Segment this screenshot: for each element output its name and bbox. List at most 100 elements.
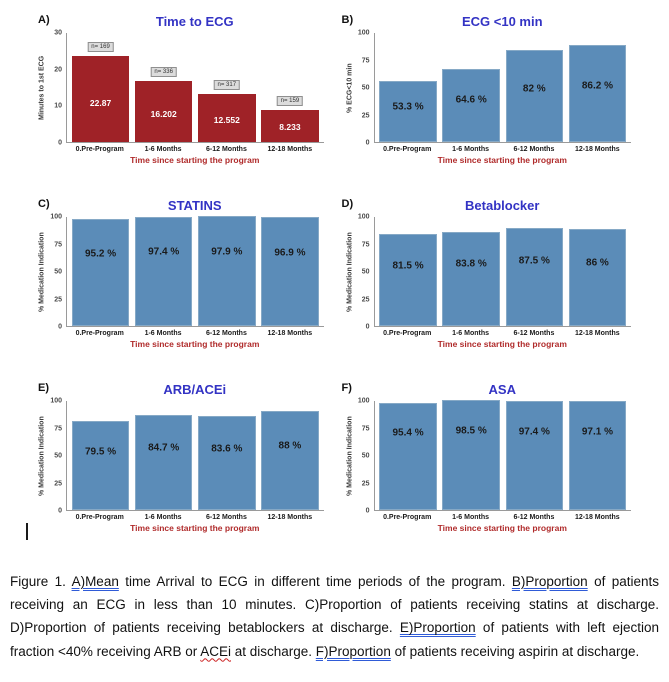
y-tick-label: 100 xyxy=(50,213,62,221)
bar-slot: 97.4 % xyxy=(503,400,566,510)
bar-value-label: 84.7 % xyxy=(148,442,180,454)
y-tick-label: 50 xyxy=(54,452,62,460)
x-tick-label: 0.Pre-Program xyxy=(75,146,124,153)
y-tick-label: 25 xyxy=(361,296,370,303)
y-tick-label: 0 xyxy=(365,139,370,147)
chart-title-d: Betablocker xyxy=(465,198,540,213)
bar-slot: 97.9 % xyxy=(195,216,258,326)
y-tick-label: 0 xyxy=(58,139,62,147)
y-axis-label-c: % Medication Indication xyxy=(38,232,46,312)
chart-title-f: ASA xyxy=(488,382,516,397)
y-tick-label: 50 xyxy=(361,268,370,276)
x-axis-ticks-f: 0.Pre-Program 1-6 Months 6-12 Months 12-18 … xyxy=(374,514,632,521)
bar-d-2: 83.8 % xyxy=(442,231,500,326)
bar-c-1: 95.2 % xyxy=(71,219,130,326)
caption-segment-6: of patients with left ejection fraction … xyxy=(10,620,659,659)
bar-value-label: 86 % xyxy=(586,257,609,269)
bar-value-label: 95.4 % xyxy=(392,427,424,439)
bar-value-label: 87.5 % xyxy=(518,255,550,267)
y-tick-label: 30 xyxy=(54,29,62,37)
x-tick-label: 6-12 Months xyxy=(206,146,247,153)
chart-title-e: ARB/ACEi xyxy=(163,382,227,397)
plot-area-b: 53.3 % 64.6 % 82 % 86.2 % xyxy=(373,33,631,143)
caption-segment-3: B)Proportion xyxy=(511,574,588,589)
y-tick-label: 75 xyxy=(361,241,370,248)
bar-value-label: 83.8 % xyxy=(455,258,487,270)
y-axis-ticks-f: 0 25 50 75 100 xyxy=(356,397,374,515)
figure-1-panels: A) Time to ECG Minutes to 1st ECG 0 10 20 30 22… xyxy=(4,14,666,554)
y-axis-ticks-d: 0 25 50 75 100 xyxy=(356,214,374,331)
x-tick-label: 12-18 Months xyxy=(574,330,620,337)
bar-value-label: 95.2 % xyxy=(84,248,117,260)
bar-slot: 83.6 % xyxy=(195,416,258,510)
n-count-badge: n= 159 xyxy=(276,95,304,106)
y-tick-label: 50 xyxy=(54,268,62,276)
bar-value-label: 81.5 % xyxy=(392,260,424,272)
bar-b-1: 53.3 % xyxy=(379,81,437,142)
panel-letter-f: F) xyxy=(341,382,352,394)
panel-letter-c: C) xyxy=(38,198,50,210)
bar-slot: 84.7 % xyxy=(132,414,195,510)
bar-slot: 97.4 % xyxy=(132,216,195,326)
caption-segment-7: ACEi xyxy=(200,643,231,659)
bar-slot: 96.9 % xyxy=(258,217,321,326)
y-tick-label: 20 xyxy=(54,66,62,74)
panel-e: E) ARB/ACEi % Medication Indication 0 25 50 75… xyxy=(4,376,334,554)
caption-segment-5: E)Proportion xyxy=(399,620,476,636)
y-tick-label: 100 xyxy=(50,397,62,405)
bar-c-3: 97.9 % xyxy=(198,216,256,326)
x-tick-label: 1-6 Months xyxy=(452,330,490,337)
y-tick-label: 0 xyxy=(365,507,370,515)
bar-value-label: 12.552 xyxy=(213,115,240,126)
bar-slot: 88 % xyxy=(258,411,321,510)
y-axis-label-d: % Medication Indication xyxy=(346,232,353,312)
bar-slot: 98.5 % xyxy=(440,399,503,510)
bar-value-label: 16.202 xyxy=(150,109,177,120)
chart-title-a: Time to ECG xyxy=(155,14,234,29)
x-tick-label: 6-12 Months xyxy=(513,514,555,521)
y-tick-label: 10 xyxy=(54,102,62,110)
bar-slot: 86.2 % xyxy=(566,45,629,142)
x-tick-label: 1-6 Months xyxy=(144,146,182,153)
y-tick-label: 100 xyxy=(357,397,370,405)
plot-area-c: 95.2 % 97.4 % 97.9 % 96.9 % xyxy=(66,216,324,327)
x-tick-label: 0.Pre-Program xyxy=(75,330,124,337)
x-tick-label: 1-6 Months xyxy=(144,330,182,337)
y-tick-label: 75 xyxy=(361,425,370,432)
y-tick-label: 100 xyxy=(357,29,370,37)
bar-slot: 64.6 % xyxy=(440,68,503,142)
bar-value-label: 97.1 % xyxy=(581,426,613,438)
y-tick-label: 0 xyxy=(365,323,370,331)
n-count-badge: n= 336 xyxy=(150,66,177,77)
x-axis-label-d: Time since starting the program xyxy=(437,339,567,349)
bar-c-2: 97.4 % xyxy=(134,216,193,326)
caption-segment-8: at discharge. xyxy=(231,643,316,659)
x-axis-label-b: Time since starting the program xyxy=(437,155,567,165)
y-tick-label: 25 xyxy=(361,480,370,487)
x-axis-ticks-c: 0.Pre-Program 1-6 Months 6-12 Months 12-18 … xyxy=(66,330,324,337)
y-axis-label-e: % Medication Indication xyxy=(38,416,46,496)
panel-d: D) Betablocker % Medication Indication 0 25 5… xyxy=(336,192,666,370)
bar-d-3: 87.5 % xyxy=(505,227,564,326)
x-tick-label: 12-18 Months xyxy=(574,514,620,521)
caption-segment-9: F)Proportion xyxy=(315,643,391,659)
bar-f-4: 97.1 % xyxy=(568,401,627,510)
bar-slot: 8.233 n= 159 xyxy=(258,95,321,142)
y-tick-label: 25 xyxy=(54,296,62,303)
bar-value-label: 96.9 % xyxy=(274,247,306,259)
x-tick-label: 1-6 Months xyxy=(144,514,182,521)
y-axis-label-a: Minutes to 1st ECG xyxy=(38,55,46,121)
x-tick-label: 0.Pre-Program xyxy=(383,514,432,521)
plot-row-b: % ECG<10 min 0 25 50 75 100 53.3 % 64.6 % 82 % 86… xyxy=(344,29,631,147)
panel-letter-b: B) xyxy=(341,14,354,26)
caption-segment-1: A)Mean xyxy=(71,574,119,589)
y-tick-label: 75 xyxy=(361,57,370,64)
plot-area-f: 95.4 % 98.5 % 97.4 % 97.1 % xyxy=(373,399,631,511)
x-tick-label: 6-12 Months xyxy=(206,330,247,337)
bar-e-1: 79.5 % xyxy=(71,420,130,510)
bar-value-label: 53.3 % xyxy=(392,101,424,113)
bar-value-label: 83.6 % xyxy=(211,443,243,455)
x-axis-label-a: Time since starting the program xyxy=(130,155,260,165)
x-axis-ticks-d: 0.Pre-Program 1-6 Months 6-12 Months 12-18 … xyxy=(374,330,632,337)
